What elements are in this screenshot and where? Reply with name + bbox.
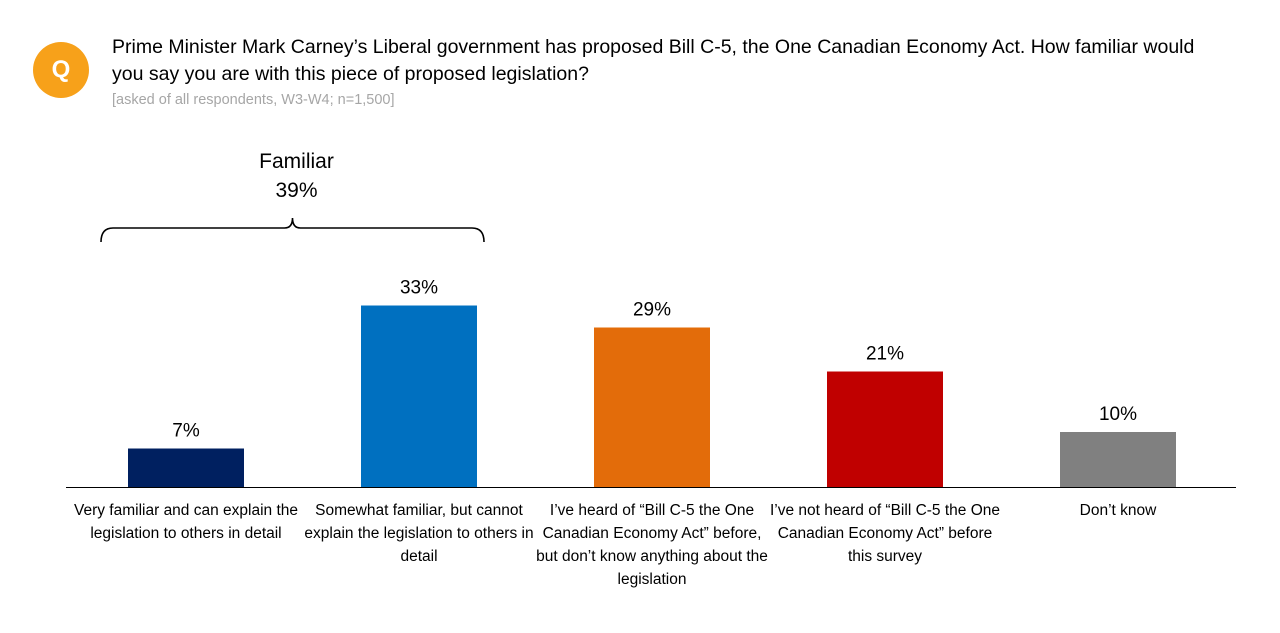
familiar-bracket bbox=[100, 217, 485, 243]
bracket-value-label: 39% bbox=[275, 179, 317, 202]
question-badge-letter: Q bbox=[51, 56, 71, 83]
base-note: [asked of all respondents, W3-W4; n=1,50… bbox=[112, 92, 395, 108]
bar-value-label-1: 7% bbox=[172, 421, 200, 442]
bar-value-label-2: 33% bbox=[400, 278, 438, 299]
category-label-2: Somewhat familiar, but cannot explain th… bbox=[304, 502, 534, 565]
category-label-1: Very familiar and can explain the legisl… bbox=[73, 502, 299, 542]
bracket-label: Familiar bbox=[259, 150, 334, 173]
bar-2 bbox=[361, 305, 477, 487]
bar-value-label-5: 10% bbox=[1099, 404, 1137, 425]
bar-value-label-4: 21% bbox=[866, 344, 904, 365]
bar-5 bbox=[1060, 432, 1176, 487]
category-label-4: I’ve not heard of “Bill C-5 the One Cana… bbox=[769, 502, 1001, 565]
bar-4 bbox=[827, 371, 943, 487]
bar-1 bbox=[128, 448, 244, 487]
bar-3 bbox=[594, 327, 710, 487]
question-text: Prime Minister Mark Carney’s Liberal gov… bbox=[112, 36, 1195, 85]
category-label-5: Don’t know bbox=[1079, 502, 1157, 519]
question-badge-icon: Q bbox=[33, 42, 89, 98]
bar-value-label-3: 29% bbox=[633, 300, 671, 321]
category-label-3: I’ve heard of “Bill C-5 the One Canadian… bbox=[536, 502, 768, 588]
